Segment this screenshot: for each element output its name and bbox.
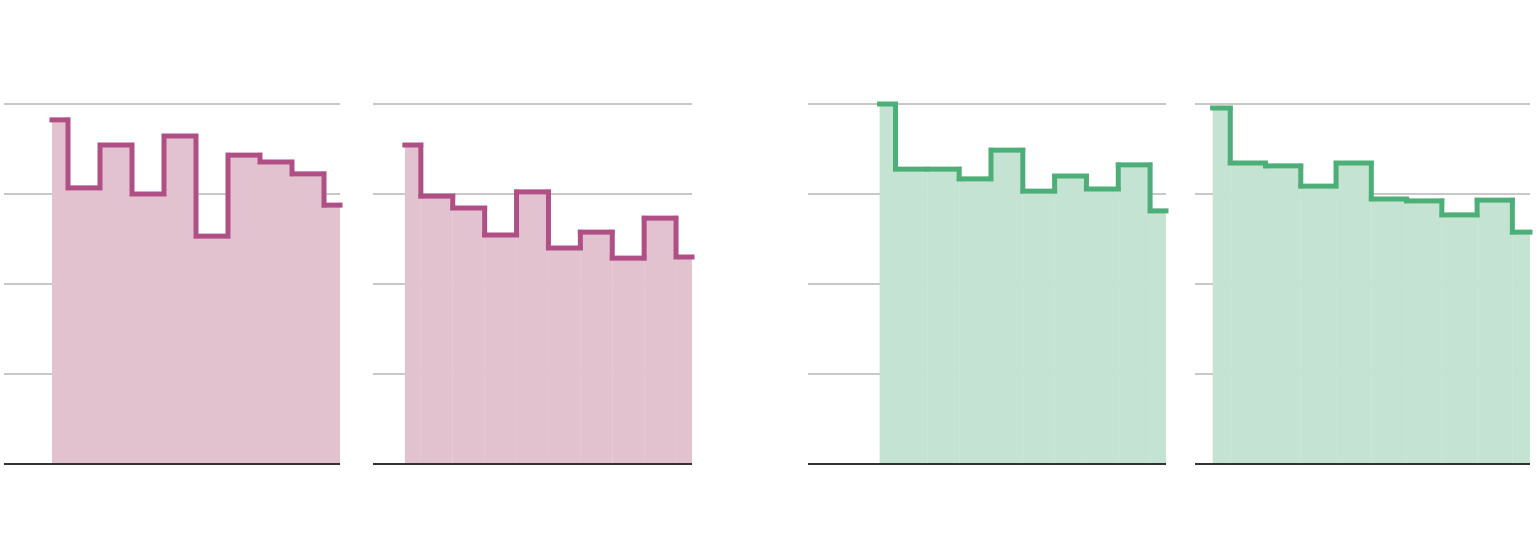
step-area xyxy=(676,257,692,464)
step-area xyxy=(516,191,549,464)
step-area xyxy=(420,196,453,464)
step-area xyxy=(1022,191,1055,464)
step-area xyxy=(1230,163,1266,465)
step-area xyxy=(1300,186,1337,464)
step-area xyxy=(990,150,1023,464)
step-area xyxy=(959,178,991,464)
step-area xyxy=(895,169,928,464)
step-area xyxy=(612,258,645,464)
step-area xyxy=(52,119,68,464)
step-area xyxy=(1512,232,1530,464)
step-area xyxy=(548,248,581,464)
step-area xyxy=(292,173,324,464)
step-area xyxy=(1406,200,1442,464)
step-area xyxy=(68,187,100,464)
step-area xyxy=(260,161,292,464)
step-area xyxy=(644,218,677,464)
step-area xyxy=(927,169,960,464)
step-area xyxy=(1371,199,1407,465)
step-area xyxy=(1118,164,1151,464)
step-area xyxy=(1086,188,1119,464)
step-area xyxy=(1212,107,1231,465)
step-area xyxy=(164,136,196,465)
step-area xyxy=(100,145,132,465)
step-area xyxy=(1054,176,1087,464)
step-area xyxy=(1477,200,1513,464)
step-area xyxy=(1441,214,1478,464)
step-area xyxy=(1150,210,1166,464)
step-area xyxy=(484,235,517,464)
step-area xyxy=(324,205,340,464)
step-area xyxy=(196,236,228,464)
step-area xyxy=(228,155,260,464)
step-area xyxy=(879,104,896,464)
step-area xyxy=(132,194,164,464)
step-area xyxy=(404,145,421,465)
step-area xyxy=(580,232,613,464)
step-area xyxy=(452,208,485,464)
step-area xyxy=(1265,165,1301,465)
step-area xyxy=(1336,163,1372,465)
